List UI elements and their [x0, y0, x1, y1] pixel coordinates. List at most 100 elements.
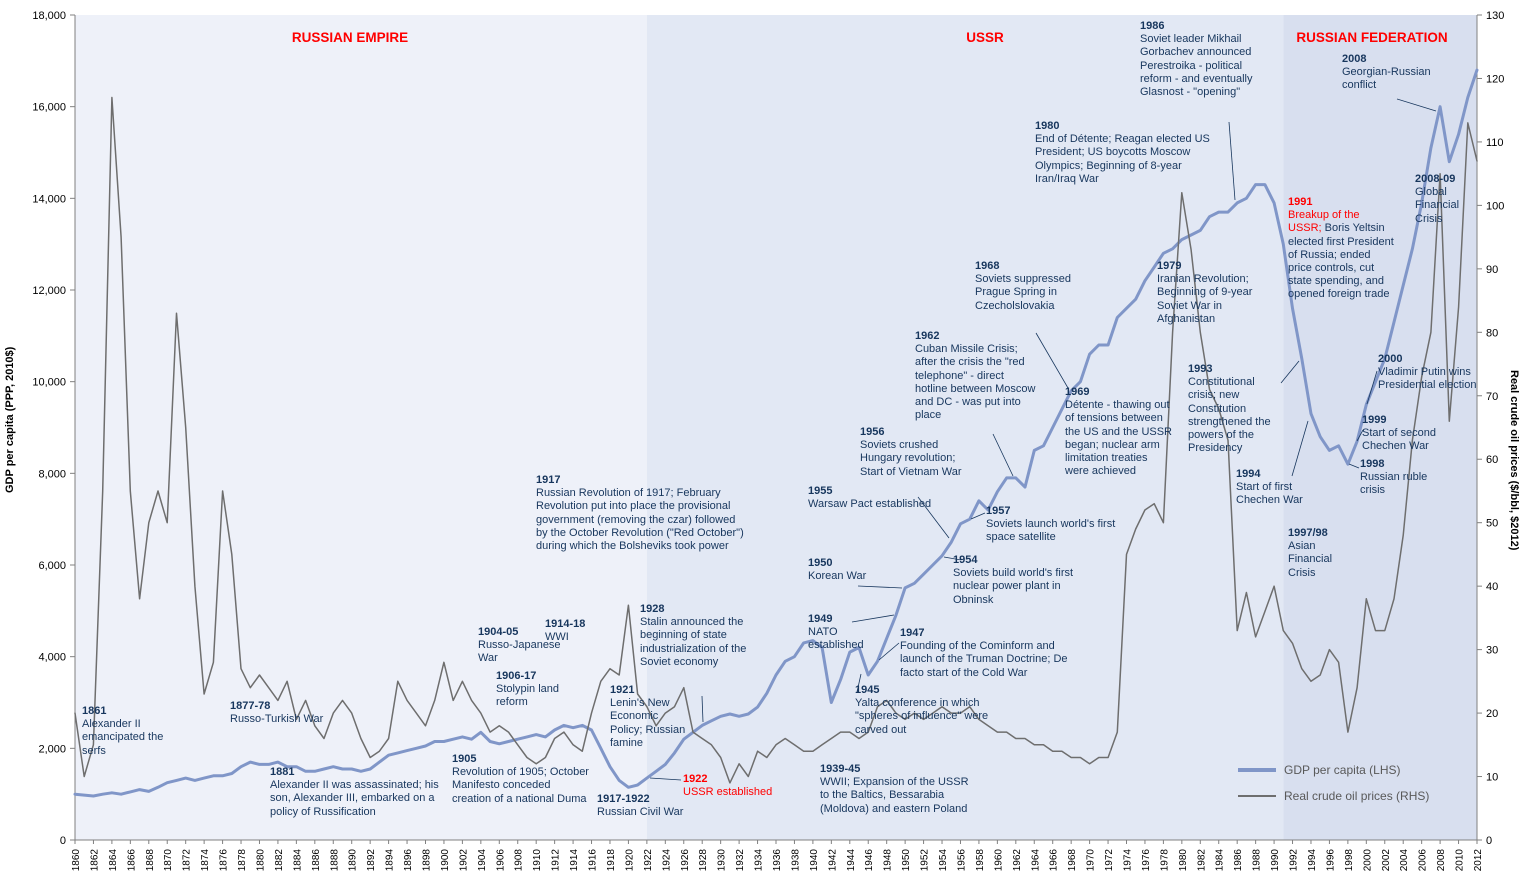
x-axis-tick-label: 1984	[1215, 849, 1226, 872]
x-axis-tick-label: 1864	[108, 849, 119, 872]
oil-line	[74, 96, 1478, 784]
x-axis-tick-label: 1878	[237, 849, 248, 872]
legend-label-gdp: GDP per capita (LHS)	[1284, 763, 1401, 777]
right-axis-tick-label: 70	[1486, 391, 1498, 403]
x-axis-tick-label: 1944	[846, 849, 857, 872]
x-axis-tick-label: 1970	[1086, 849, 1097, 872]
x-axis-tick-label: 1968	[1067, 849, 1078, 872]
annotation-leader-line	[1348, 463, 1360, 469]
x-axis-tick-label: 2010	[1455, 849, 1466, 872]
left-axis-tick-label: 2,000	[38, 743, 66, 755]
x-axis-tick-label: 1992	[1289, 849, 1300, 872]
x-axis-tick-label: 1908	[514, 849, 525, 872]
x-axis-tick-label: 1956	[956, 849, 967, 872]
x-axis-tick-label: 1866	[126, 849, 137, 872]
period-band-ussr	[646, 15, 1284, 840]
x-axis-tick-label: 1884	[292, 849, 303, 872]
right-axis-tick-label: 110	[1486, 137, 1504, 149]
x-axis-tick-label: 1940	[809, 849, 820, 872]
annotation-leader-line	[1291, 420, 1309, 477]
x-axis-tick-label: 2002	[1381, 849, 1392, 872]
right-axis-title: Real crude oil prices ($/bbl, $2012)	[1508, 369, 1520, 551]
annotation-leader-line	[943, 556, 962, 561]
x-axis-tick-label: 1998	[1344, 849, 1355, 872]
x-axis-tick-label: 1946	[864, 849, 875, 872]
left-axis-tick-label: 6,000	[38, 560, 66, 572]
right-axis-tick-label: 40	[1486, 581, 1498, 593]
x-axis-tick-label: 1896	[403, 849, 414, 872]
x-axis-tick-label: 1894	[385, 849, 396, 872]
gdp-line-swatch-icon	[1238, 768, 1276, 772]
period-label-russian-empire: RUSSIAN EMPIRE	[292, 30, 408, 45]
legend-item-oil: Real crude oil prices (RHS)	[1238, 788, 1429, 804]
period-label-russian-federation: RUSSIAN FEDERATION	[1296, 30, 1447, 45]
annotation-leader-line	[857, 585, 903, 589]
annotation-leader-line	[878, 642, 900, 661]
left-axis-title: GDP per capita (PPP, 2010$)	[4, 346, 16, 494]
x-axis-tick-label: 1982	[1196, 849, 1207, 872]
x-axis-tick-label: 1918	[606, 849, 617, 872]
oil-line-swatch-icon	[1238, 795, 1276, 797]
x-axis-tick-label: 1932	[735, 849, 746, 872]
x-axis-tick-label: 1990	[1270, 849, 1281, 872]
x-axis-tick-label: 2012	[1473, 849, 1484, 872]
x-axis-tick-label: 1996	[1325, 849, 1336, 872]
x-axis-tick-label: 1960	[993, 849, 1004, 872]
legend-item-gdp: GDP per capita (LHS)	[1238, 762, 1429, 778]
x-axis-tick-label: 1974	[1123, 849, 1134, 872]
x-axis-tick-label: 1906	[495, 849, 506, 872]
x-axis-tick-label: 1888	[329, 849, 340, 872]
x-axis-tick-label: 1972	[1104, 849, 1115, 872]
right-axis-tick-label: 60	[1486, 454, 1498, 466]
right-axis-tick-label: 50	[1486, 518, 1498, 530]
x-axis-tick-label: 1902	[458, 849, 469, 872]
annotation-leader-line	[649, 777, 682, 781]
x-axis-tick-label: 1890	[348, 849, 359, 872]
right-axis-tick-label: 10	[1486, 772, 1498, 784]
annotation-leader-line	[1396, 98, 1437, 112]
left-axis-tick-label: 8,000	[38, 468, 66, 480]
x-axis-tick-label: 2004	[1399, 849, 1410, 872]
legend: GDP per capita (LHS) Real crude oil pric…	[1238, 762, 1429, 814]
x-axis-tick-label: 1872	[182, 849, 193, 872]
annotation-leader-line	[851, 614, 895, 623]
x-axis-tick-label: 1886	[311, 849, 322, 872]
x-axis-tick-label: 1922	[643, 849, 654, 872]
x-axis-tick-label: 1980	[1178, 849, 1189, 872]
annotation-leader-line	[992, 433, 1014, 477]
x-axis-tick-label: 1950	[901, 849, 912, 872]
period-band-russian-empire	[75, 15, 647, 840]
x-axis-tick-label: 1930	[717, 849, 728, 872]
x-axis-tick-label: 1920	[624, 849, 635, 872]
x-axis-tick-label: 1994	[1307, 849, 1318, 872]
x-axis-tick-label: 1904	[477, 849, 488, 872]
x-axis-tick-label: 1938	[790, 849, 801, 872]
left-axis-tick-label: 12,000	[32, 285, 66, 297]
annotation-leader-line	[1366, 370, 1378, 405]
x-axis-tick-label: 2006	[1418, 849, 1429, 872]
right-axis-tick-label: 30	[1486, 645, 1498, 657]
x-axis-tick-label: 1942	[827, 849, 838, 872]
left-axis-tick-label: 18,000	[32, 10, 66, 22]
x-axis-tick-label: 1926	[680, 849, 691, 872]
annotation-leader-line	[1035, 332, 1069, 389]
x-axis-tick-label: 1952	[920, 849, 931, 872]
annotation-leader-line	[1228, 121, 1236, 201]
x-axis-tick-label: 1964	[1030, 849, 1041, 872]
right-axis-tick-label: 130	[1486, 10, 1504, 22]
x-axis-tick-label: 1880	[255, 849, 266, 872]
gdp-line	[73, 68, 1479, 798]
x-axis-tick-label: 1958	[975, 849, 986, 872]
x-axis-tick-label: 1914	[569, 849, 580, 872]
annotation-leader-line	[1280, 360, 1300, 384]
x-axis-tick-label: 1954	[938, 849, 949, 872]
x-axis-tick-label: 1912	[551, 849, 562, 872]
x-axis-tick-label: 1916	[588, 849, 599, 872]
period-band-russian-federation	[1283, 15, 1477, 840]
right-axis-tick-label: 80	[1486, 327, 1498, 339]
right-axis-tick-label: 90	[1486, 264, 1498, 276]
x-axis-tick-label: 2000	[1362, 849, 1373, 872]
x-axis-tick-label: 1986	[1233, 849, 1244, 872]
right-axis-tick-label: 20	[1486, 708, 1498, 720]
